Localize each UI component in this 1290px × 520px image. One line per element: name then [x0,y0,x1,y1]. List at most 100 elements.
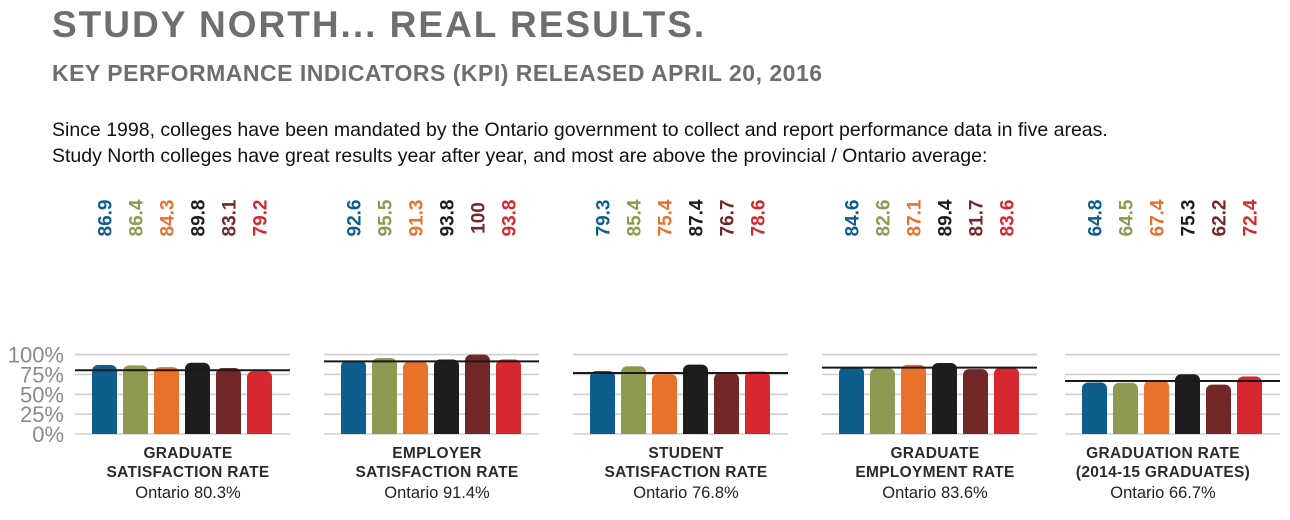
bar-base [496,428,521,434]
caption-line: SATISFACTION RATE [106,464,270,481]
bar [154,367,179,434]
value-label: 84.6 [843,200,864,237]
caption-line: GRADUATION RATE [1086,445,1240,462]
bar [652,374,677,434]
value-label: 75.4 [656,199,677,236]
bar-base [154,428,179,434]
bar [1113,382,1138,434]
kpi-group-2: 79.3 85.4 75.4 87.4 76.7 78.6 [573,199,788,435]
bar-base [372,428,397,434]
page-subtitle: KEY PERFORMANCE INDICATORS (KPI) RELEASE… [52,60,823,86]
value-label: 89.4 [936,199,957,236]
ontario-average-label: Ontario 91.4% [384,484,490,502]
kpi-group-0: 86.9 86.4 84.3 89.8 83.1 79.2 [75,199,290,435]
bar [745,371,770,434]
bar-base [216,428,241,434]
ontario-average-label: Ontario 66.7% [1110,484,1216,502]
value-label: 81.7 [967,200,988,237]
bar [621,366,646,434]
value-label: 82.6 [874,200,895,237]
bar [216,368,241,434]
value-label: 93.8 [500,200,521,237]
bar-base [714,428,739,434]
value-label: 100 [469,202,490,234]
bar [92,365,117,434]
value-label: 83.1 [220,199,241,236]
value-label: 79.2 [251,200,272,237]
bar [185,362,210,434]
intro-line-1: Since 1998, colleges have been mandated … [52,119,1108,141]
bar [839,366,864,434]
bar-base [123,428,148,434]
value-label: 79.3 [594,200,615,237]
bar [683,364,708,434]
y-tick-label: 100% [8,343,64,368]
value-label: 75.3 [1179,200,1200,237]
value-label: 62.2 [1210,200,1231,237]
bar-base [1237,428,1262,434]
bar-base [341,428,366,434]
caption-graduation-rate: GRADUATION RATE (2014-15 GRADUATES) Onta… [1063,444,1263,503]
y-tick-label: 75% [20,362,64,387]
bar-base [434,428,459,434]
bar-base [621,428,646,434]
ontario-average-label: Ontario 76.8% [633,484,739,502]
intro-line-2: Study North colleges have great results … [52,145,988,167]
value-label: 86.4 [127,199,148,236]
bar-base [247,428,272,434]
value-label: 72.4 [1241,199,1262,236]
caption-line: SATISFACTION RATE [604,464,768,481]
bar-base [590,428,615,434]
bar-base [1082,428,1107,434]
bar [372,358,397,434]
bar-base [901,428,926,434]
value-label: 89.8 [189,200,210,237]
bar-base [465,428,490,434]
bar [341,360,366,434]
y-tick-label: 25% [20,402,64,427]
ontario-average-label: Ontario 80.3% [135,484,241,502]
value-label: 85.4 [625,199,646,236]
value-label: 92.6 [345,200,366,237]
caption-graduate-satisfaction: GRADUATE SATISFACTION RATE Ontario 80.3% [88,444,288,503]
value-label: 67.4 [1148,199,1169,236]
caption-line: GRADUATE [143,445,233,462]
value-label: 95.5 [376,199,397,236]
bar-base [994,428,1019,434]
kpi-group-4: 64.8 64.5 67.4 75.3 62.2 72.4 [1065,199,1280,435]
bar [1206,384,1231,434]
bar [870,368,895,434]
bar [1144,380,1169,434]
bar [932,363,957,434]
bar-base [1175,428,1200,434]
caption-employer-satisfaction: EMPLOYER SATISFACTION RATE Ontario 91.4% [337,444,537,503]
bar-base [92,428,117,434]
value-label: 78.6 [749,200,770,237]
value-label: 83.6 [998,200,1019,237]
bar [123,365,148,434]
y-tick-label: 50% [20,382,64,407]
intro-paragraph: Since 1998, colleges have been mandated … [52,117,1282,169]
bar [465,354,490,434]
caption-line: EMPLOYMENT RATE [855,464,1015,481]
value-label: 76.7 [718,200,739,237]
value-label: 87.1 [905,199,926,236]
value-label: 87.4 [687,199,708,236]
bar-base [1206,428,1231,434]
caption-line: GRADUATE [890,445,980,462]
bar [403,361,428,434]
kpi-group-3: 84.6 82.6 87.1 89.4 81.7 83.6 [822,199,1037,435]
value-label: 93.8 [438,200,459,237]
bar-base [683,428,708,434]
bar-base [963,428,988,434]
caption-graduate-employment: GRADUATE EMPLOYMENT RATE Ontario 83.6% [835,444,1035,503]
bar-base [745,428,770,434]
bar [1082,382,1107,434]
bar-base [403,428,428,434]
value-label: 64.5 [1117,199,1138,236]
caption-line: STUDENT [648,445,724,462]
bar [1175,374,1200,434]
value-label: 86.9 [96,200,117,237]
bar [901,364,926,434]
bar [590,371,615,434]
